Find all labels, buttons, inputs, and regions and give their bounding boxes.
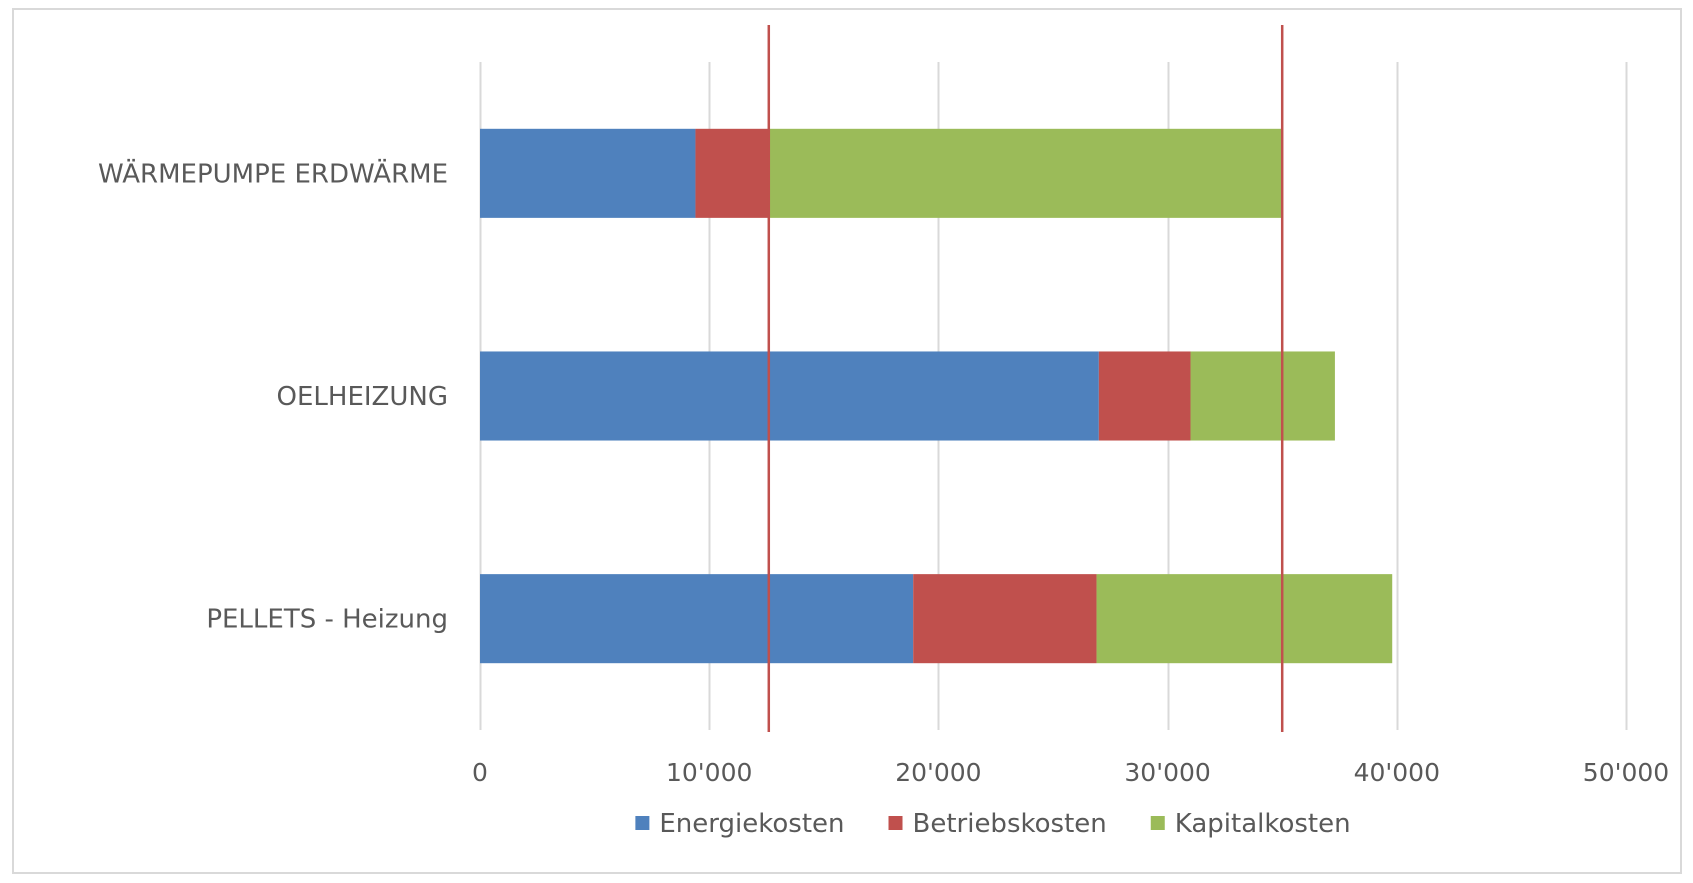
reference-lines	[767, 25, 1284, 732]
x-tick-label-2: 20'000	[895, 758, 981, 787]
bar-0-2	[768, 128, 1283, 218]
x-tick-label-3: 30'000	[1124, 758, 1210, 787]
legend-label-0: Energiekosten	[659, 809, 844, 839]
x-tick-label-1: 10'000	[666, 758, 752, 787]
legend-swatch-1	[888, 816, 903, 830]
bar-2-1	[913, 574, 1097, 664]
x-tick-label-4: 40'000	[1354, 758, 1440, 787]
x-tick-labels: 0 10'000 20'000 30'000 40'000 50'000	[472, 758, 1669, 787]
legend: Energiekosten Betriebskosten Kapitalkosten	[635, 809, 1351, 839]
bar-2-0	[480, 574, 914, 664]
bar-0-1	[695, 128, 769, 218]
bar-2-2	[1096, 574, 1393, 664]
category-label-0: WÄRMEPUMPE ERDWÄRME	[98, 157, 448, 189]
x-tick-label-5: 50'000	[1583, 758, 1669, 787]
x-tick-label-0: 0	[472, 758, 488, 787]
legend-swatch-2	[1150, 816, 1165, 830]
bar-1-1	[1098, 351, 1191, 441]
category-labels: WÄRMEPUMPE ERDWÄRME OELHEIZUNG PELLETS - H…	[98, 157, 448, 634]
category-label-1: OELHEIZUNG	[277, 382, 448, 412]
bars	[480, 128, 1393, 664]
bar-0-0	[480, 128, 696, 218]
legend-label-2: Kapitalkosten	[1175, 809, 1351, 839]
category-label-2: PELLETS - Heizung	[206, 605, 448, 635]
bar-1-0	[480, 351, 1099, 441]
legend-label-1: Betriebskosten	[913, 809, 1107, 839]
bar-1-2	[1190, 351, 1335, 441]
legend-swatch-0	[635, 816, 650, 830]
